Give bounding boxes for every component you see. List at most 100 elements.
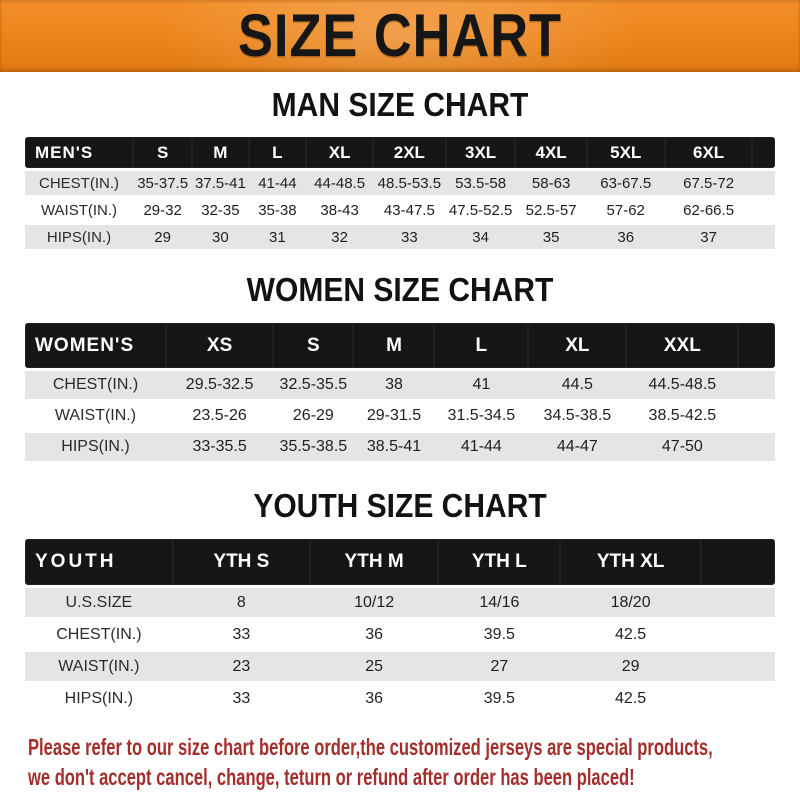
- spacer-cell: [752, 225, 775, 249]
- women-col-xl: XL: [528, 323, 627, 368]
- women-size-table: WOMEN'S XS S M L XL XXL CHEST(IN.) 29.5-…: [25, 320, 775, 464]
- size-cell: 33: [232, 625, 251, 643]
- size-cell: 26-29: [292, 407, 334, 424]
- youth-col-yth-l: YTH L: [438, 539, 561, 585]
- men-table-header-row: MEN'S S M L XL 2XL 3XL 4XL 5XL 6XL: [25, 137, 775, 168]
- disclaimer-line-1: Please refer to our size chart before or…: [28, 734, 713, 760]
- spacer-cell: [700, 539, 775, 585]
- women-waist-row: WAIST(IN.) 23.5-26 26-29 29-31.5 31.5-34…: [25, 402, 775, 430]
- size-cell: 48.5-53.5: [372, 171, 446, 195]
- size-cell: 58-63: [515, 171, 587, 195]
- women-col-xs: XS: [165, 323, 274, 368]
- row-label-hips: HIPS(IN.): [25, 433, 166, 461]
- men-waist-row: WAIST(IN.) 29-32 32-35 35-38 38-43 43-47…: [25, 198, 775, 222]
- size-cell: 39.5: [483, 625, 515, 643]
- youth-table-header-row: YOUTH YTH S YTH M YTH L YTH XL: [25, 539, 775, 585]
- men-size-table: MEN'S S M L XL 2XL 3XL 4XL 5XL 6XL CHEST…: [25, 134, 775, 252]
- size-cell: 29.5-32.5: [165, 371, 274, 399]
- size-cell: 31.5-34.5: [447, 407, 516, 424]
- size-cell: 36: [365, 689, 383, 707]
- size-cell: 63-67.5: [586, 171, 665, 195]
- man-size-chart-heading-text: MAN SIZE CHART: [271, 86, 529, 124]
- youth-col-yth-xl: YTH XL: [560, 539, 701, 585]
- size-cell: 25: [309, 652, 439, 681]
- spacer-cell: [752, 137, 775, 168]
- men-col-l: L: [248, 137, 307, 168]
- size-cell: 43-47.5: [383, 201, 435, 219]
- spacer-cell: [738, 433, 775, 461]
- size-cell: 44-48.5: [306, 171, 373, 195]
- women-col-l: L: [434, 323, 529, 368]
- size-cell: 29-32: [143, 201, 182, 219]
- banner-title: SIZE CHART: [238, 2, 562, 70]
- men-col-2xl: 2XL: [372, 137, 446, 168]
- spacer-cell: [738, 323, 775, 368]
- size-cell: 53.5-58: [445, 171, 516, 195]
- size-cell: 44.5-48.5: [626, 371, 739, 399]
- size-cell: 67.5-72: [664, 171, 753, 195]
- size-cell: 8: [172, 588, 310, 617]
- size-cell: 37: [664, 225, 753, 249]
- row-label-hips: HIPS(IN.): [64, 689, 134, 707]
- size-cell: 47.5-52.5: [448, 201, 513, 219]
- men-col-m: M: [192, 137, 249, 168]
- size-cell: 41-44: [434, 433, 529, 461]
- spacer-cell: [701, 620, 775, 649]
- size-cell: 27: [438, 652, 561, 681]
- row-label-hips: HIPS(IN.): [25, 225, 133, 249]
- size-cell: 29: [133, 225, 193, 249]
- men-col-s: S: [133, 137, 193, 168]
- size-cell: 44-47: [528, 433, 627, 461]
- size-cell: 34: [445, 225, 516, 249]
- women-hips-row: HIPS(IN.) 33-35.5 35.5-38.5 38.5-41 41-4…: [25, 433, 775, 461]
- row-label-waist: WAIST(IN.): [25, 652, 173, 681]
- size-cell: 33-35.5: [165, 433, 274, 461]
- size-cell: 62-66.5: [683, 201, 735, 219]
- size-cell: 42.5: [615, 625, 647, 643]
- men-hips-row: HIPS(IN.) 29 30 31 32 33 34 35 36 37: [25, 225, 775, 249]
- spacer-cell: [701, 684, 775, 713]
- row-label-chest: CHEST(IN.): [25, 371, 166, 399]
- row-label-waist: WAIST(IN.): [54, 407, 137, 424]
- row-label-chest: CHEST(IN.): [56, 625, 142, 643]
- size-cell: 41: [434, 371, 529, 399]
- size-cell: 35-38: [258, 201, 297, 219]
- youth-size-chart-heading: YOUTH SIZE CHART: [0, 487, 800, 525]
- youth-table-corner: YOUTH: [25, 539, 173, 585]
- size-cell: 10/12: [309, 588, 439, 617]
- size-cell: 57-62: [606, 201, 645, 219]
- youth-waist-row: WAIST(IN.) 23 25 27 29: [25, 652, 775, 681]
- size-chart-banner: SIZE CHART: [0, 0, 800, 72]
- women-table-header-row: WOMEN'S XS S M L XL XXL: [25, 323, 775, 368]
- size-cell: 23: [172, 652, 310, 681]
- row-label-us-size: U.S.SIZE: [25, 588, 173, 617]
- men-table-corner: MEN'S: [25, 137, 133, 168]
- women-col-s: S: [273, 323, 354, 368]
- women-size-chart-heading-text: WOMEN SIZE CHART: [246, 271, 554, 309]
- youth-ussize-row: U.S.SIZE 8 10/12 14/16 18/20: [25, 588, 775, 617]
- youth-chest-row: CHEST(IN.) 33 36 39.5 42.5: [25, 620, 775, 649]
- youth-size-table: YOUTH YTH S YTH M YTH L YTH XL U.S.SIZE …: [25, 536, 775, 716]
- youth-col-yth-m: YTH M: [309, 539, 439, 585]
- men-col-4xl: 4XL: [515, 137, 587, 168]
- size-cell: 35: [515, 225, 587, 249]
- size-cell: 32-35: [201, 201, 240, 219]
- size-cell: 33: [232, 689, 251, 707]
- size-cell: 39.5: [483, 689, 515, 707]
- size-cell: 38.5-41: [353, 433, 435, 461]
- disclaimer-line-2: we don't accept cancel, change, teturn o…: [28, 764, 635, 790]
- men-col-xl: XL: [306, 137, 373, 168]
- size-cell: 35-37.5: [133, 171, 193, 195]
- size-cell: 35.5-38.5: [273, 433, 354, 461]
- youth-col-yth-s: YTH S: [172, 539, 310, 585]
- size-cell: 33: [372, 225, 446, 249]
- youth-size-chart-heading-text: YOUTH SIZE CHART: [253, 487, 547, 525]
- men-chest-row: CHEST(IN.) 35-37.5 37.5-41 41-44 44-48.5…: [25, 171, 775, 195]
- size-cell: 44.5: [528, 371, 627, 399]
- size-cell: 31: [248, 225, 307, 249]
- women-size-chart-heading: WOMEN SIZE CHART: [0, 271, 800, 309]
- size-cell: 34.5-38.5: [543, 407, 612, 424]
- spacer-cell: [752, 171, 775, 195]
- size-cell: 36: [586, 225, 665, 249]
